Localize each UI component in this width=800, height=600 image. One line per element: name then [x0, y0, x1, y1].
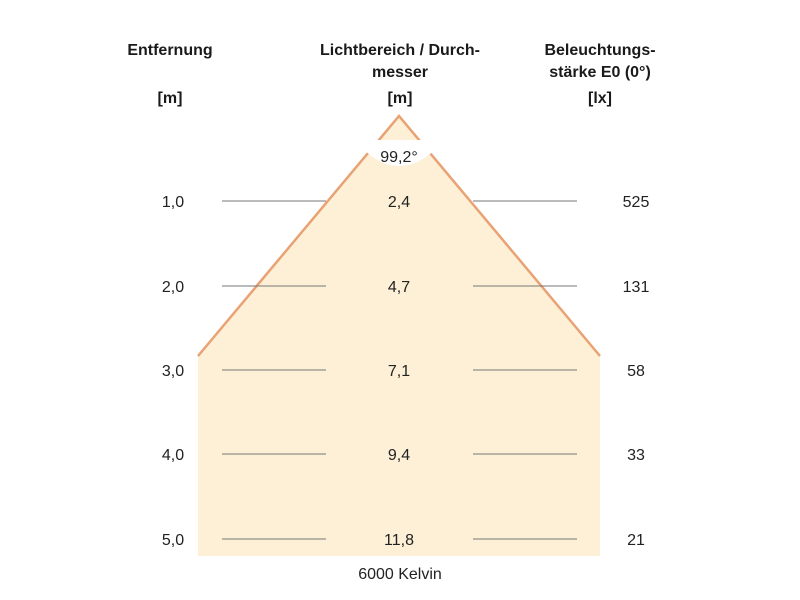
beam-cone-fill [198, 116, 600, 556]
distance-column-title: Entfernung [127, 42, 213, 59]
illuminance-value: 21 [627, 532, 645, 549]
beam-diameter-value: 11,8 [384, 532, 414, 549]
distance-value: 4,0 [162, 447, 184, 464]
beam-diameter-value: 4,7 [388, 279, 410, 296]
distance-value: 1,0 [162, 194, 184, 211]
illuminance-value: 58 [627, 363, 645, 380]
color-temperature-label: 6000 Kelvin [358, 566, 442, 583]
distance-value: 5,0 [162, 532, 184, 549]
illuminance-value: 131 [623, 279, 650, 296]
illuminance-value: 33 [627, 447, 645, 464]
beam-angle-label: 99,2° [380, 149, 418, 166]
data-rows: 1,0 2,4 525 2,0 4,7 131 3,0 7,1 58 4,0 9,4 33 5,0 11,… [162, 194, 650, 549]
beam-cone-edge [197, 114, 601, 357]
illuminance-value: 525 [623, 194, 650, 211]
beam-diameter-value: 9,4 [388, 447, 410, 464]
distance-value: 2,0 [162, 279, 184, 296]
illuminance-column-unit: [lx] [588, 90, 612, 107]
beam-diameter-column-title: Lichtbereich / Durch- messer [319, 42, 481, 81]
beam-diameter-column-unit: [m] [387, 90, 413, 107]
distance-value: 3,0 [162, 363, 184, 380]
beam-diameter-value: 7,1 [388, 363, 410, 380]
beam-diameter-value: 2,4 [388, 194, 410, 211]
beam-angle-cutout [362, 140, 437, 166]
illuminance-column-title: Beleuchtungs- stärke E0 (0°) [544, 42, 656, 81]
distance-column-unit: [m] [157, 90, 183, 107]
